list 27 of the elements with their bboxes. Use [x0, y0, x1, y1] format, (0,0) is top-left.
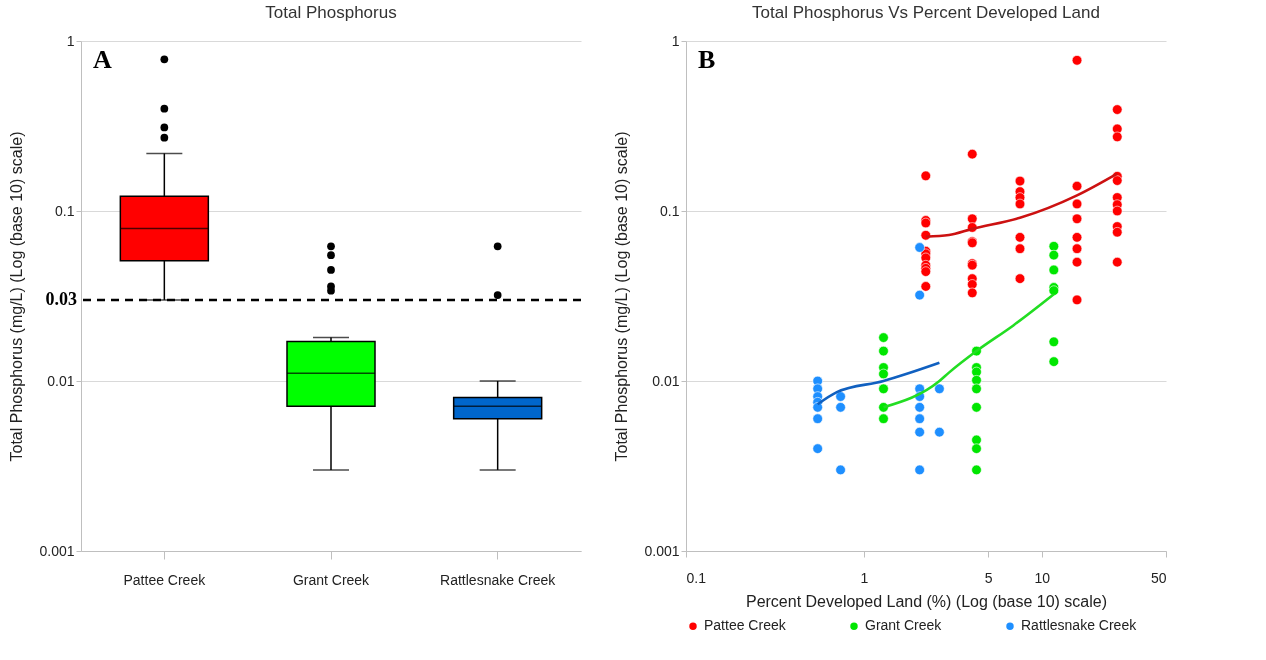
y-tick-label: 0.01: [652, 372, 680, 389]
x-tick-label: Rattlesnake Creek: [440, 571, 557, 588]
annotation: A: [93, 45, 112, 74]
legend-label: Grant Creek: [865, 617, 943, 634]
annotation: B: [698, 45, 716, 74]
x-tick-label: 50: [1150, 569, 1167, 586]
y-tick-label: 0.1: [660, 202, 680, 219]
legend-label: Pattee Creek: [704, 617, 787, 634]
y-tick-label: 1: [66, 32, 75, 49]
x-tick-label: 1: [860, 569, 869, 586]
x-tick-label: 10: [1034, 569, 1051, 586]
y-axis-title: Total Phosphorus (mg/L) (Log (base 10) scale): [613, 131, 631, 462]
x-tick-label: 5: [984, 569, 993, 586]
y-tick-label: 0.001: [644, 542, 680, 559]
y-tick-label: 0.001: [39, 542, 75, 559]
y-axis-title: Total Phosphorus (mg/L) (Log (base 10) scale): [8, 131, 26, 462]
x-tick-label: Grant Creek: [292, 571, 371, 588]
x-axis-title: Percent Developed Land (%) (Log (base 10) scale): [745, 592, 1108, 610]
y-tick-label: 0.01: [47, 372, 75, 389]
x-tick-label: 0.1: [686, 569, 707, 586]
y-tick-label: 0.1: [55, 202, 75, 219]
chart-title: Total Phosphorus: [265, 3, 397, 22]
y-tick-label: 1: [671, 32, 680, 49]
chart-title: Total Phosphorus Vs Percent Developed Land: [752, 3, 1100, 22]
ref-line-label: 0.03: [45, 288, 77, 309]
x-tick-label: Pattee Creek: [123, 571, 207, 588]
legend-label: Rattlesnake Creek: [1021, 617, 1138, 634]
